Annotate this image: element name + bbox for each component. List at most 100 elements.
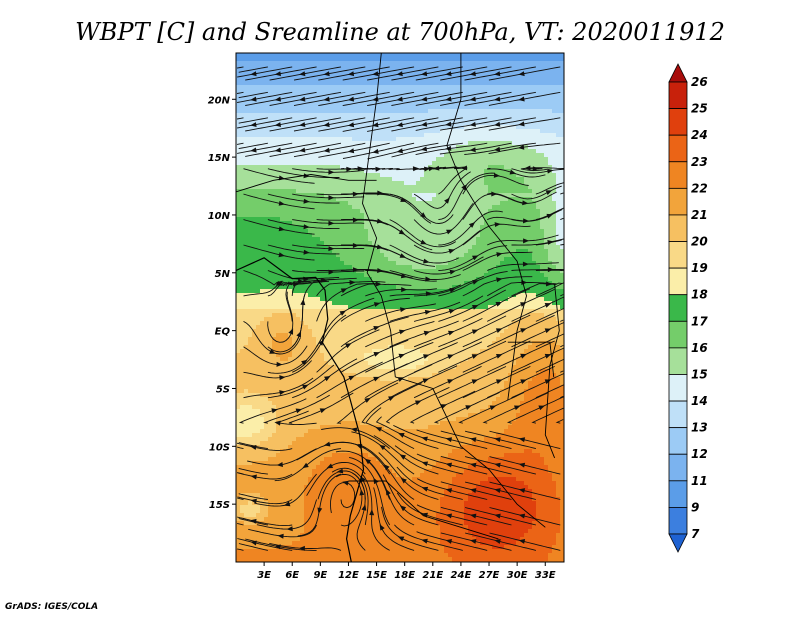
field-cell <box>236 293 241 298</box>
field-cell <box>288 237 293 242</box>
field-cell <box>268 189 273 194</box>
field-cell <box>340 185 345 190</box>
field-cell <box>524 169 529 174</box>
field-cell <box>340 169 345 174</box>
field-cell <box>428 177 433 182</box>
field-cell <box>428 145 433 150</box>
field-cell <box>392 233 397 238</box>
field-cell <box>252 261 257 266</box>
field-cell <box>400 261 405 266</box>
field-cell <box>464 177 469 182</box>
field-cell <box>296 109 301 114</box>
field-cell <box>316 65 321 70</box>
field-cell <box>480 233 485 238</box>
field-cell <box>368 85 373 90</box>
field-cell <box>528 241 533 246</box>
field-cell <box>268 281 273 286</box>
field-cell <box>480 149 485 154</box>
field-cell <box>284 133 289 138</box>
field-cell <box>472 245 477 250</box>
field-cell <box>448 285 453 290</box>
field-cell <box>468 161 473 166</box>
field-cell <box>512 201 517 206</box>
field-cell <box>500 177 505 182</box>
field-cell <box>424 125 429 130</box>
field-cell <box>404 193 409 198</box>
field-cell <box>372 277 377 282</box>
field-cell <box>540 289 545 294</box>
field-cell <box>364 101 369 106</box>
field-cell <box>456 129 461 134</box>
field-cell <box>508 173 513 178</box>
field-cell <box>332 93 337 98</box>
field-cell <box>396 105 401 110</box>
field-cell <box>488 253 493 258</box>
field-cell <box>332 109 337 114</box>
field-cell <box>432 97 437 102</box>
field-cell <box>408 169 413 174</box>
field-cell <box>352 81 357 86</box>
field-cell <box>396 229 401 234</box>
field-cell <box>360 169 365 174</box>
field-cell <box>260 281 265 286</box>
field-cell <box>284 181 289 186</box>
field-cell <box>540 129 545 134</box>
field-cell <box>236 233 241 238</box>
field-cell <box>272 241 277 246</box>
field-cell <box>372 145 377 150</box>
field-cell <box>476 177 481 182</box>
field-cell <box>320 205 325 210</box>
field-cell <box>456 213 461 218</box>
field-cell <box>364 265 369 270</box>
field-cell <box>276 261 281 266</box>
field-cell <box>452 93 457 98</box>
field-cell <box>532 269 537 274</box>
field-cell <box>392 121 397 126</box>
field-cell <box>544 153 549 158</box>
field-cell <box>380 165 385 170</box>
field-cell <box>416 181 421 186</box>
field-cell <box>316 53 321 58</box>
field-cell <box>440 233 445 238</box>
field-cell <box>512 197 517 202</box>
field-cell <box>408 269 413 274</box>
field-cell <box>456 177 461 182</box>
field-cell <box>540 177 545 182</box>
field-cell <box>252 221 257 226</box>
field-cell <box>456 57 461 62</box>
field-cell <box>244 197 249 202</box>
field-cell <box>336 229 341 234</box>
field-cell <box>464 97 469 102</box>
field-cell <box>528 245 533 250</box>
field-cell <box>256 53 261 58</box>
field-cell <box>420 65 425 70</box>
field-cell <box>388 97 393 102</box>
field-cell <box>396 109 401 114</box>
field-cell <box>536 205 541 210</box>
field-cell <box>472 173 477 178</box>
field-cell <box>360 237 365 242</box>
field-cell <box>456 257 461 262</box>
field-cell <box>484 97 489 102</box>
field-cell <box>348 153 353 158</box>
field-cell <box>248 213 253 218</box>
field-cell <box>308 141 313 146</box>
field-cell <box>396 161 401 166</box>
field-cell <box>452 57 457 62</box>
field-cell <box>280 129 285 134</box>
field-cell <box>296 253 301 258</box>
field-cell <box>524 193 529 198</box>
field-cell <box>436 289 441 294</box>
field-cell <box>492 281 497 286</box>
field-cell <box>504 73 509 78</box>
field-cell <box>428 181 433 186</box>
field-cell <box>304 93 309 98</box>
field-cell <box>368 229 373 234</box>
field-cell <box>420 193 425 198</box>
field-cell <box>472 89 477 94</box>
field-cell <box>548 285 553 290</box>
field-cell <box>488 101 493 106</box>
field-cell <box>328 213 333 218</box>
field-cell <box>248 189 253 194</box>
field-cell <box>492 241 497 246</box>
